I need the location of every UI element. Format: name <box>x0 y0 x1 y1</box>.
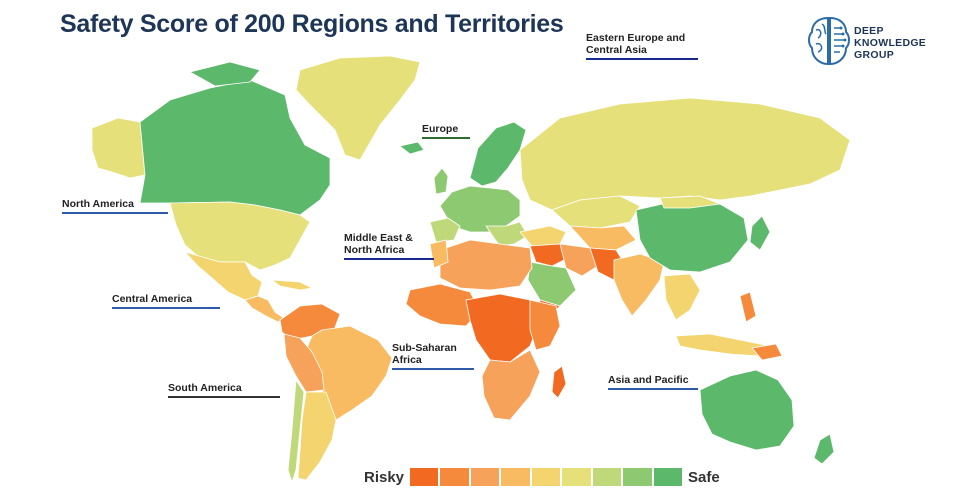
legend-risky-label: Risky <box>364 469 405 486</box>
chile <box>287 379 305 483</box>
madagascar <box>551 365 567 399</box>
central-africa <box>465 293 541 363</box>
region-label-asia-pacific: Asia and Pacific <box>608 374 698 390</box>
region-label-central-america: Central America <box>112 293 220 309</box>
legend-swatch-2 <box>440 468 469 486</box>
east-africa <box>529 299 561 351</box>
region-label-europe: Europe <box>422 123 470 139</box>
scandinavia <box>469 121 527 187</box>
region-label-eastern-europe-central-asia: Eastern Europe and Central Asia <box>586 32 698 60</box>
southeast-asia <box>663 273 701 321</box>
iceland <box>399 141 425 155</box>
korea-japan <box>749 215 771 251</box>
western-europe <box>439 185 521 233</box>
italy-balkans <box>485 221 529 247</box>
mongolia <box>659 195 721 209</box>
united-states <box>169 201 311 271</box>
region-label-south-america: South America <box>168 382 280 398</box>
caribbean <box>271 279 313 291</box>
legend-color-scale <box>410 468 682 486</box>
logo-line-2: KNOWLEDGE <box>854 37 927 49</box>
peru-bolivia <box>283 333 325 393</box>
legend-swatch-6 <box>562 468 591 486</box>
saudi-arabia <box>527 261 577 307</box>
page-title: Safety Score of 200 Regions and Territor… <box>60 10 564 38</box>
legend-swatch-3 <box>470 468 500 486</box>
russia <box>519 97 851 211</box>
central-america <box>244 295 285 323</box>
legend-safe-label: Safe <box>688 469 720 486</box>
logo-wordmark: DEEP KNOWLEDGE GROUP <box>854 25 926 61</box>
brain-icon <box>808 16 850 66</box>
logo-line-1: DEEP <box>854 25 884 37</box>
australia <box>699 369 795 451</box>
new-zealand <box>813 433 835 465</box>
argentina <box>297 391 337 481</box>
region-label-middle-east-north-africa: Middle East & North Africa <box>344 232 434 260</box>
uk-ireland <box>433 167 449 195</box>
deep-knowledge-group-logo: DEEP KNOWLEDGE GROUP <box>806 14 936 70</box>
iberia <box>429 217 461 243</box>
region-label-sub-saharan-africa: Sub-Saharan Africa <box>392 342 474 370</box>
legend-swatch-4 <box>501 468 530 486</box>
india <box>613 253 665 317</box>
turkey <box>519 225 567 247</box>
southern-africa <box>481 349 541 421</box>
morocco <box>429 239 449 269</box>
legend-swatch-7 <box>592 468 622 486</box>
canada-islands <box>189 61 261 87</box>
legend-swatch-9 <box>653 468 682 486</box>
logo-line-3: GROUP <box>854 49 895 61</box>
levant-iraq <box>529 243 569 267</box>
legend-swatch-5 <box>531 468 561 486</box>
region-label-north-america: North America <box>62 198 168 214</box>
legend-swatch-1 <box>410 468 439 486</box>
canada <box>139 79 331 216</box>
legend-swatch-8 <box>623 468 652 486</box>
papua <box>751 343 783 361</box>
north-africa <box>439 239 533 291</box>
iran <box>559 243 599 277</box>
west-africa <box>405 283 481 327</box>
greenland <box>295 55 421 161</box>
alaska <box>91 117 146 179</box>
philippines <box>739 291 757 323</box>
